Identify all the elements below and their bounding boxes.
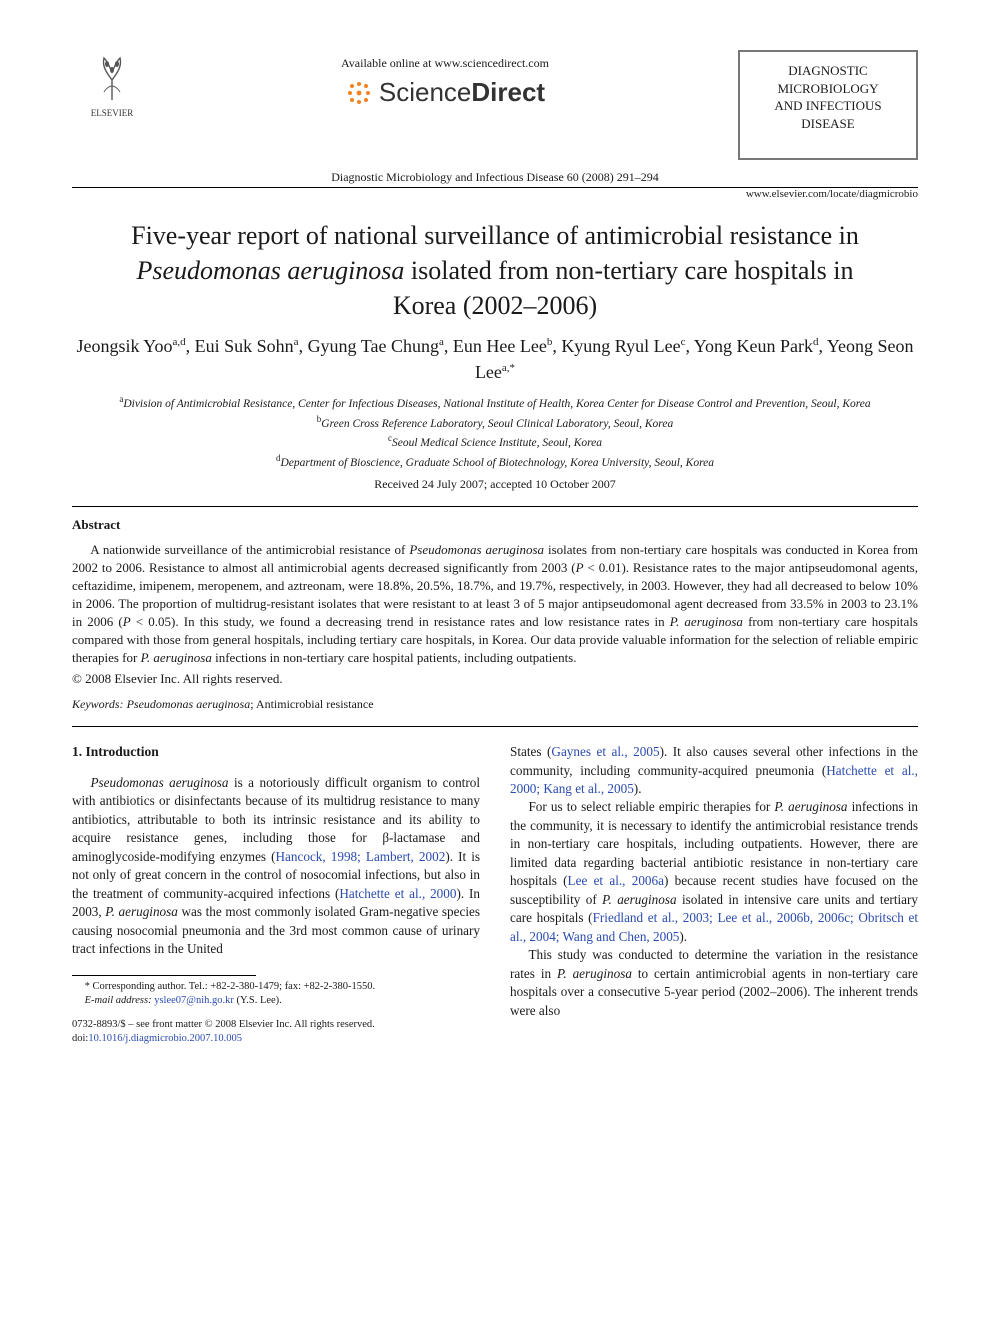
journal-box-line: AND INFECTIOUS: [746, 97, 910, 115]
section-1-heading: 1. Introduction: [72, 743, 480, 762]
doi-link[interactable]: 10.1016/j.diagmicrobio.2007.10.005: [88, 1033, 242, 1044]
footer-meta: 0732-8893/$ – see front matter © 2008 El…: [72, 1018, 480, 1046]
authors-line: Jeongsik Yooa,d, Eui Suk Sohna, Gyung Ta…: [72, 333, 918, 385]
footnote-separator: [72, 975, 256, 976]
intro-para-1-cont: States (Gaynes et al., 2005). It also ca…: [510, 743, 918, 798]
email-paren: (Y.S. Lee).: [237, 995, 282, 1006]
title-post: isolated from non-tertiary care hospital…: [393, 256, 854, 320]
email-label: E-mail address:: [85, 995, 152, 1006]
title-italic: Pseudomonas aeruginosa: [136, 256, 404, 285]
right-column: States (Gaynes et al., 2005). It also ca…: [510, 743, 918, 1046]
page: ELSEVIER Available online at www.science…: [0, 0, 990, 1086]
sd-bold: Direct: [471, 77, 545, 107]
journal-box-line: DISEASE: [746, 115, 910, 133]
footer-line-1: 0732-8893/$ – see front matter © 2008 El…: [72, 1018, 480, 1032]
elsevier-tree-icon: [84, 50, 140, 106]
corresponding-author-footnote: * Corresponding author. Tel.: +82-2-380-…: [72, 980, 480, 994]
sciencedirect-burst-icon: [345, 79, 373, 107]
email-footnote: E-mail address: yslee07@nih.go.kr (Y.S. …: [72, 994, 480, 1008]
email-link[interactable]: yslee07@nih.go.kr: [154, 995, 234, 1006]
citation-line: Diagnostic Microbiology and Infectious D…: [72, 170, 918, 185]
intro-para-3: This study was conducted to determine th…: [510, 946, 918, 1020]
abstract-bottom-rule: [72, 726, 918, 727]
abstract-copyright: © 2008 Elsevier Inc. All rights reserved…: [72, 671, 918, 687]
elsevier-label: ELSEVIER: [72, 108, 152, 118]
intro-para-1: Pseudomonas aeruginosa is a notoriously …: [72, 774, 480, 959]
left-column: 1. Introduction Pseudomonas aeruginosa i…: [72, 743, 480, 1046]
received-line: Received 24 July 2007; accepted 10 Octob…: [72, 477, 918, 492]
elsevier-logo: ELSEVIER: [72, 50, 152, 118]
keywords-values: Pseudomonas aeruginosa; Antimicrobial re…: [124, 697, 374, 711]
abstract-body: A nationwide surveillance of the antimic…: [72, 541, 918, 667]
abstract-heading: Abstract: [72, 517, 918, 533]
sciencedirect-block: Available online at www.sciencedirect.co…: [152, 50, 738, 112]
journal-title-box: DIAGNOSTIC MICROBIOLOGY AND INFECTIOUS D…: [738, 50, 918, 160]
journal-url: www.elsevier.com/locate/diagmicrobio: [72, 188, 918, 200]
doi-label: doi:: [72, 1033, 88, 1044]
title-pre: Five-year report of national surveillanc…: [131, 221, 859, 250]
keywords-label: Keywords:: [72, 697, 124, 711]
article-title: Five-year report of national surveillanc…: [112, 218, 878, 323]
affiliations: aDivision of Antimicrobial Resistance, C…: [72, 393, 918, 471]
available-online-line: Available online at www.sciencedirect.co…: [152, 56, 738, 71]
sciencedirect-logo: ScienceDirect: [345, 77, 545, 108]
sd-light: Science: [379, 77, 472, 107]
sciencedirect-text: ScienceDirect: [379, 77, 545, 108]
keywords-line: Keywords: Pseudomonas aeruginosa; Antimi…: [72, 697, 918, 712]
body-columns: 1. Introduction Pseudomonas aeruginosa i…: [72, 743, 918, 1046]
intro-para-2: For us to select reliable empiric therap…: [510, 798, 918, 946]
abstract-top-rule: [72, 506, 918, 507]
header-row: ELSEVIER Available online at www.science…: [72, 50, 918, 160]
doi-line: doi:10.1016/j.diagmicrobio.2007.10.005: [72, 1032, 480, 1046]
journal-box-line: DIAGNOSTIC: [746, 62, 910, 80]
journal-box-line: MICROBIOLOGY: [746, 80, 910, 98]
